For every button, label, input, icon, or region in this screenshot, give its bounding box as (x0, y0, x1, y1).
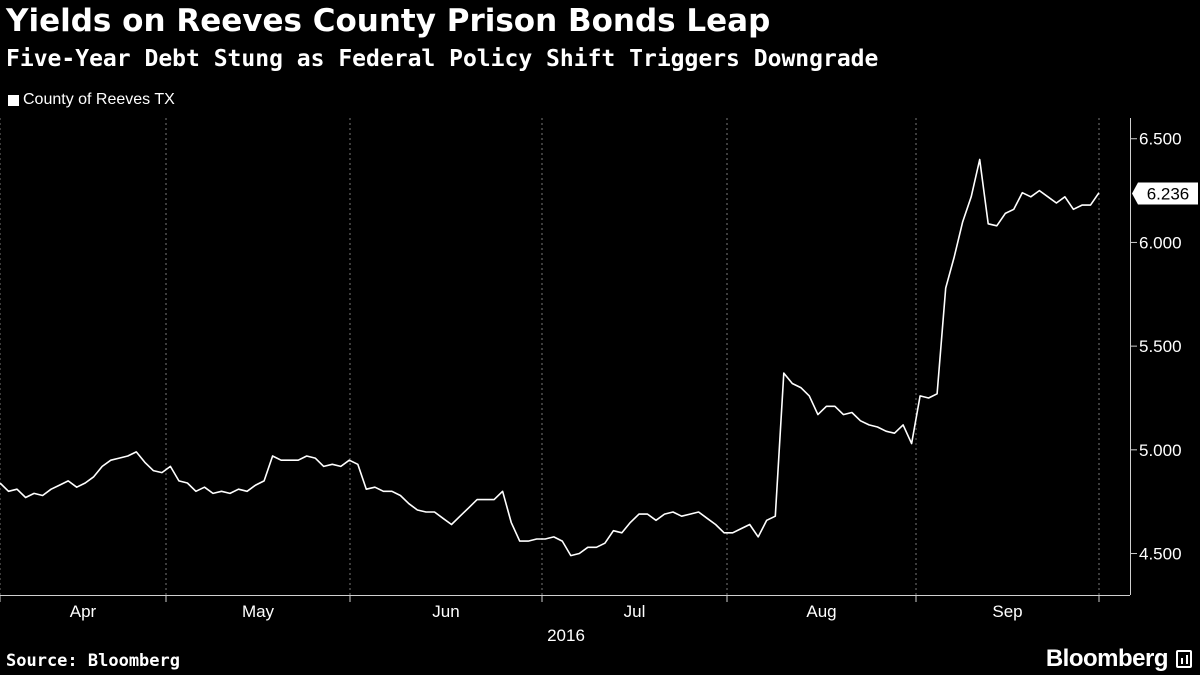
source-note: Source: Bloomberg (6, 651, 180, 671)
chart-box-icon (1176, 650, 1192, 668)
x-tick-label: May (242, 602, 275, 621)
chart-subtitle: Five-Year Debt Stung as Federal Policy S… (6, 46, 879, 72)
legend: County of Reeves TX (8, 90, 175, 110)
legend-swatch (8, 94, 19, 106)
x-tick-label: Sep (992, 602, 1022, 621)
x-tick-label: Jun (432, 602, 459, 621)
y-tick-label: 5.500 (1139, 337, 1182, 356)
chart-title: Yields on Reeves County Prison Bonds Lea… (6, 3, 771, 39)
y-tick-label: 5.000 (1139, 441, 1182, 460)
x-tick-label: Jul (624, 602, 646, 621)
series-line-county-of-reeves-tx (0, 158, 1100, 557)
legend-label: County of Reeves TX (23, 91, 175, 108)
brand-logo: Bloomberg (1046, 646, 1192, 672)
last-value-callout (1132, 182, 1198, 205)
x-tick-label: Aug (806, 602, 836, 621)
x-tick-label: Apr (70, 602, 97, 621)
last-value-label: 6.236 (1147, 184, 1190, 203)
y-tick-label: 6.000 (1139, 233, 1182, 252)
x-axis-label: 2016 (547, 626, 585, 645)
y-tick-label: 6.500 (1139, 130, 1182, 149)
y-tick-label: 4.500 (1139, 545, 1182, 564)
brand-wordmark: Bloomberg (1045, 645, 1169, 672)
